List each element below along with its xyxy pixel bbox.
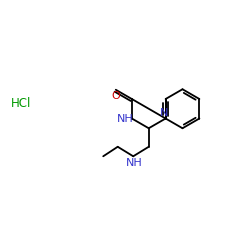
Text: NH: NH [126, 158, 143, 168]
Text: HCl: HCl [11, 97, 32, 110]
Text: O: O [112, 91, 120, 101]
Text: NH: NH [117, 114, 134, 124]
Text: N: N [160, 108, 168, 118]
